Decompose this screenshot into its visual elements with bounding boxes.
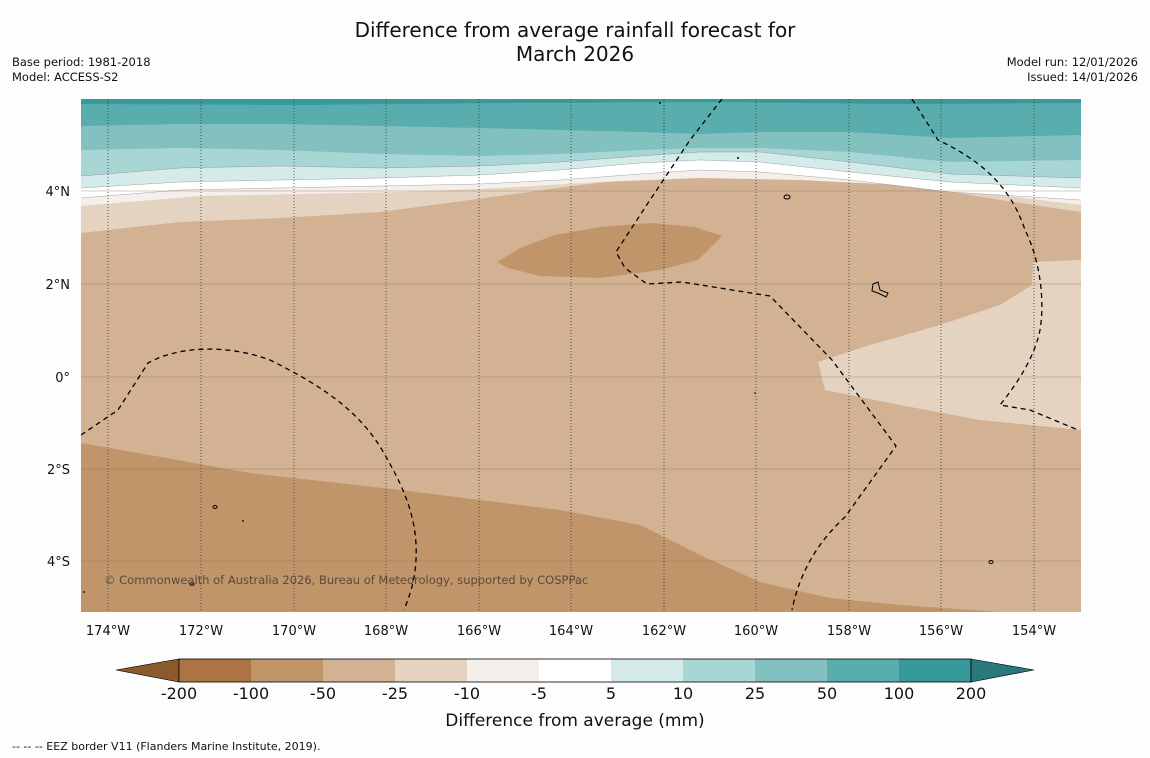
graticule-lat [81, 190, 1081, 562]
island-dots [83, 102, 756, 593]
colorbar-tick: -25 [382, 684, 408, 703]
model-run: Model run: 12/01/2026 [1006, 55, 1138, 69]
colorbar-swatch [611, 659, 683, 682]
colorbar-swatch [827, 659, 899, 682]
colorbar-swatch [179, 659, 251, 682]
copyright-notice: © Commonwealth of Australia 2026, Bureau… [104, 573, 588, 587]
band-100-200 [81, 99, 1081, 105]
colorbar-extend-low [115, 658, 180, 683]
colorbar-ticks: -200 -100 -50 -25 -10 -5 5 10 25 50 100 … [161, 684, 986, 703]
lat-label: 2°N [46, 278, 71, 293]
colorbar-swatch [899, 659, 971, 682]
lon-label: 174°W [86, 624, 130, 639]
lon-label: 158°W [827, 624, 871, 639]
colorbar-tick: -50 [310, 684, 336, 703]
lon-label: 162°W [642, 624, 686, 639]
colorbar-swatch [251, 659, 323, 682]
colorbar-tick: 100 [884, 684, 915, 703]
colorbar-tick: 200 [956, 684, 987, 703]
colorbar-tick: -200 [161, 684, 197, 703]
title-line-1: Difference from average rainfall forecas… [354, 18, 796, 42]
colorbar-tick: -5 [531, 684, 547, 703]
colorbar-tick: 10 [673, 684, 693, 703]
eez-borders [81, 99, 1079, 611]
issued-date: Issued: 14/01/2026 [1027, 70, 1138, 84]
chart-title: Difference from average rainfall forecas… [0, 18, 1150, 66]
colorbar: -200 -100 -50 -25 -10 -5 5 10 25 50 100 … [115, 658, 1035, 731]
meta-right: Model run: 12/01/2026 Issued: 14/01/2026 [1007, 55, 1138, 85]
lon-label: 166°W [457, 624, 501, 639]
lon-axis: 174°W 172°W 170°W 168°W 166°W 164°W 162°… [86, 624, 1056, 639]
band-minus100-minus50-north-patch [497, 223, 722, 278]
colorbar-frame [178, 658, 972, 683]
colorbar-swatch [539, 659, 611, 682]
band-minus100-minus50-south [81, 443, 1000, 612]
contour-lines [81, 151, 1081, 201]
colorbar-swatch [323, 659, 395, 682]
lat-axis: 4°N 2°N 0° 2°S 4°S [46, 185, 71, 570]
lon-label: 160°W [734, 624, 778, 639]
lon-label: 156°W [919, 624, 963, 639]
lon-label: 172°W [179, 624, 223, 639]
colorbar-swatch [755, 659, 827, 682]
meta-left: Base period: 1981-2018 Model: ACCESS-S2 [12, 55, 151, 85]
colorbar-swatch [395, 659, 467, 682]
lon-label: 164°W [549, 624, 593, 639]
base-period: Base period: 1981-2018 [12, 55, 151, 69]
lon-label: 154°W [1012, 624, 1056, 639]
lat-label: 0° [55, 371, 70, 386]
lon-label: 168°W [364, 624, 408, 639]
colorbar-tick: 25 [745, 684, 765, 703]
lat-label: 4°S [47, 555, 70, 570]
lat-label: 2°S [47, 463, 70, 478]
title-line-2: March 2026 [515, 42, 635, 66]
islands [189, 194, 994, 586]
lon-label: 170°W [272, 624, 316, 639]
colorbar-swatch [467, 659, 539, 682]
lat-label: 4°N [46, 185, 71, 200]
band-50-100 [81, 99, 1081, 138]
eez-legend-footnote: -- -- -- EEZ border V11 (Flanders Marine… [12, 740, 321, 753]
colorbar-extend-high [970, 658, 1035, 683]
colorbar-tick: -10 [454, 684, 480, 703]
colorbar-tick: -100 [233, 684, 269, 703]
colorbar-swatch [683, 659, 755, 682]
colorbar-label: Difference from average (mm) [445, 711, 704, 731]
colorbar-tick: 5 [606, 684, 616, 703]
model-name: Model: ACCESS-S2 [12, 70, 119, 84]
band-minus25-minus10-east [818, 260, 1081, 430]
colorbar-tick: 50 [817, 684, 837, 703]
map-panel: © Commonwealth of Australia 2026, Bureau… [81, 99, 1081, 612]
